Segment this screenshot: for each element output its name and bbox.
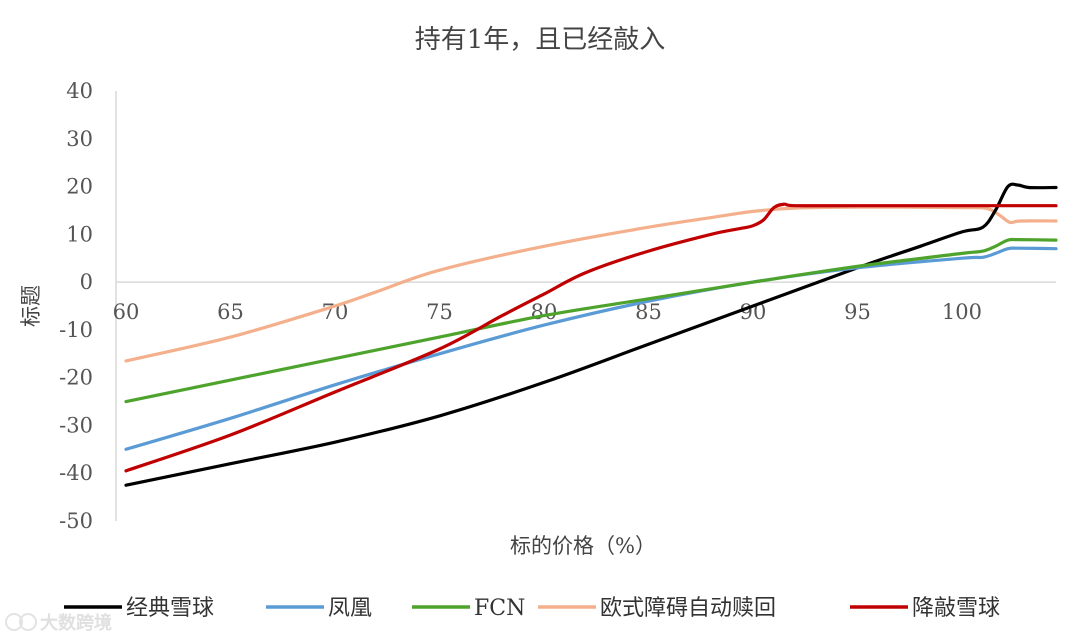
watermark-logo-icon [5,613,23,631]
x-tick-label: 100 [942,300,982,324]
y-tick-label: 30 [66,127,93,151]
legend-entry: 欧式障碍自动赎回 [600,596,776,621]
legend-entry: FCN [474,596,525,621]
chart-title: 持有1年，且已经敲入 [415,25,666,55]
watermark-text: 大数跨境 [40,612,112,634]
x-tick-labels: 60 65 70 75 80 85 90 95 100 [113,300,982,324]
y-axis-label: 标题 [19,285,43,327]
y-tick-labels: 40 30 20 10 0 -10 -20 -30 -40 -50 [59,79,93,533]
x-axis-label: 标的价格（%） [510,534,656,558]
y-tick-label: -20 [59,366,93,390]
y-tick-label: 0 [80,270,93,294]
x-tick-label: 95 [844,300,871,324]
y-tick-label: -40 [59,461,93,485]
legend-entry: 经典雪球 [126,596,214,621]
series-line-4 [124,202,1058,473]
series-lines [124,182,1058,487]
y-tick-label: 40 [66,79,93,103]
y-tick-label: 20 [66,175,93,199]
legend: 经典雪球 凤凰 FCN 欧式障碍自动赎回 降敲雪球 [64,596,1000,621]
series-line-1 [124,246,1058,451]
series-line-0 [124,182,1058,487]
legend-entry: 凤凰 [328,596,372,621]
x-tick-label: 60 [113,300,140,324]
x-tick-label: 75 [426,300,453,324]
y-tick-label: -10 [59,318,93,342]
legend-entry: 降敲雪球 [912,596,1000,621]
x-tick-label: 80 [531,300,558,324]
y-tick-label: 10 [66,222,93,246]
series-line-2 [124,237,1058,404]
y-tick-label: -50 [59,509,93,533]
watermark: 大数跨境 [5,612,112,634]
series-line-3 [124,205,1058,363]
y-tick-label: -30 [59,413,93,437]
x-tick-label: 65 [217,300,244,324]
